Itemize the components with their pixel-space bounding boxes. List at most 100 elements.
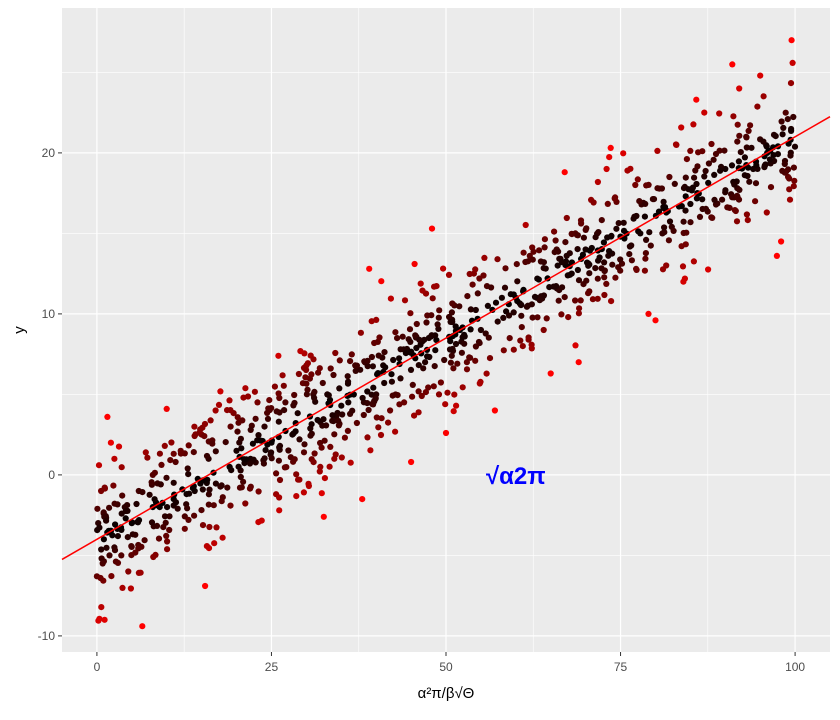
data-point bbox=[500, 314, 507, 321]
data-point bbox=[791, 143, 799, 150]
data-point bbox=[283, 464, 290, 471]
data-point bbox=[510, 346, 517, 353]
data-point bbox=[418, 392, 425, 400]
data-point bbox=[311, 450, 318, 457]
data-point bbox=[626, 243, 634, 250]
data-point bbox=[601, 291, 608, 299]
data-point bbox=[553, 283, 560, 290]
data-point bbox=[364, 357, 371, 364]
data-point bbox=[661, 229, 668, 236]
data-point bbox=[687, 147, 694, 154]
data-point bbox=[702, 205, 710, 212]
data-point bbox=[303, 380, 310, 387]
data-point bbox=[575, 310, 583, 317]
data-point bbox=[574, 246, 581, 253]
data-point bbox=[448, 309, 455, 316]
data-point bbox=[336, 385, 343, 392]
data-point bbox=[528, 345, 535, 352]
data-point bbox=[679, 263, 687, 270]
data-point bbox=[375, 352, 382, 359]
data-point bbox=[590, 199, 597, 206]
data-point bbox=[164, 546, 171, 553]
data-point bbox=[690, 258, 698, 265]
data-point bbox=[160, 524, 167, 531]
data-point bbox=[615, 220, 622, 227]
data-point bbox=[440, 265, 447, 272]
data-point bbox=[218, 482, 225, 489]
data-point bbox=[431, 283, 438, 290]
data-point bbox=[163, 405, 170, 412]
data-point bbox=[464, 293, 471, 300]
data-point bbox=[292, 428, 299, 435]
data-point bbox=[683, 156, 691, 163]
data-point bbox=[442, 429, 450, 437]
data-point bbox=[415, 409, 422, 416]
data-point bbox=[514, 298, 521, 305]
data-point bbox=[276, 444, 283, 451]
data-point bbox=[329, 417, 336, 424]
data-point bbox=[101, 484, 108, 491]
data-point bbox=[148, 519, 156, 526]
data-point bbox=[275, 390, 282, 397]
data-point bbox=[262, 447, 269, 454]
data-point bbox=[450, 365, 457, 372]
data-point bbox=[456, 303, 463, 310]
data-point bbox=[178, 449, 185, 456]
data-point bbox=[212, 407, 219, 414]
data-point bbox=[595, 229, 602, 236]
data-point bbox=[366, 265, 373, 272]
data-point bbox=[666, 173, 673, 181]
data-point bbox=[151, 496, 158, 503]
data-point bbox=[254, 399, 261, 406]
data-point bbox=[525, 336, 532, 343]
y-axis-title: y bbox=[11, 326, 28, 334]
data-point bbox=[94, 505, 101, 512]
data-point bbox=[701, 173, 708, 180]
data-point bbox=[789, 59, 796, 66]
data-point bbox=[291, 456, 298, 463]
data-point bbox=[722, 187, 729, 194]
data-point bbox=[411, 412, 418, 419]
data-point bbox=[184, 505, 191, 512]
data-point bbox=[699, 196, 706, 203]
data-point bbox=[408, 458, 415, 466]
fit-line-group bbox=[61, 116, 831, 561]
data-point bbox=[463, 359, 470, 366]
data-point bbox=[303, 366, 310, 374]
data-point bbox=[311, 394, 318, 401]
data-point bbox=[266, 397, 273, 404]
data-point bbox=[347, 358, 354, 365]
data-point bbox=[415, 388, 422, 395]
data-point bbox=[323, 422, 330, 429]
data-point bbox=[166, 513, 173, 520]
data-point bbox=[364, 363, 371, 370]
data-point bbox=[199, 522, 207, 529]
data-point bbox=[127, 585, 134, 592]
data-point bbox=[314, 416, 321, 424]
data-point bbox=[435, 391, 443, 398]
data-point bbox=[757, 72, 764, 79]
data-point bbox=[295, 476, 302, 483]
data-point bbox=[481, 254, 488, 261]
data-point bbox=[326, 463, 333, 470]
data-point bbox=[790, 113, 797, 121]
data-point bbox=[224, 484, 231, 491]
data-point bbox=[620, 219, 627, 226]
data-point bbox=[359, 394, 366, 402]
data-point bbox=[275, 352, 282, 359]
data-point bbox=[233, 447, 240, 454]
data-point bbox=[378, 278, 385, 285]
data-point bbox=[741, 154, 749, 161]
data-point bbox=[144, 454, 151, 461]
data-point bbox=[565, 314, 572, 321]
data-point bbox=[524, 258, 532, 265]
data-point bbox=[353, 362, 360, 369]
data-point bbox=[500, 347, 507, 354]
data-point bbox=[397, 346, 404, 353]
data-point bbox=[485, 334, 492, 341]
data-point bbox=[311, 388, 318, 395]
data-point bbox=[641, 213, 649, 220]
data-point bbox=[317, 439, 324, 447]
data-point bbox=[409, 393, 416, 400]
data-point bbox=[348, 351, 355, 358]
